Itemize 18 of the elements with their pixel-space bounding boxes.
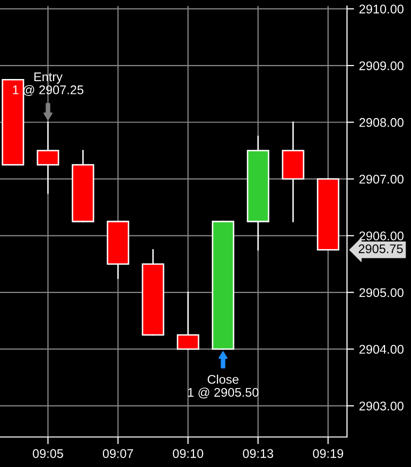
x-tick-label: 09:05 [32,449,64,458]
y-tick-label: 2906.00 [359,231,404,240]
candlestick [176,292,200,350]
annotation: Close 1 @ 2905.50 [188,374,258,398]
x-tick-label: 09:13 [242,449,274,458]
y-tick-label: 2907.00 [359,174,404,184]
annotation: Entry 1 @ 2907.25 [13,72,84,96]
y-tick-label: 2909.00 [359,61,404,70]
y-tick-label: 2903.00 [359,402,404,410]
y-tick-label: 2904.00 [359,344,404,354]
candlestick [36,122,60,194]
y-tick-label: 2910.00 [359,4,404,14]
x-tick-label: 09:10 [172,449,204,458]
x-tick-label: 09:19 [312,449,344,458]
y-tick-label: 2905.00 [359,288,404,298]
y-tick-label: 2908.00 [359,118,404,127]
text: 2905.75 [358,244,403,254]
x-tick-label: 09:07 [102,449,134,458]
